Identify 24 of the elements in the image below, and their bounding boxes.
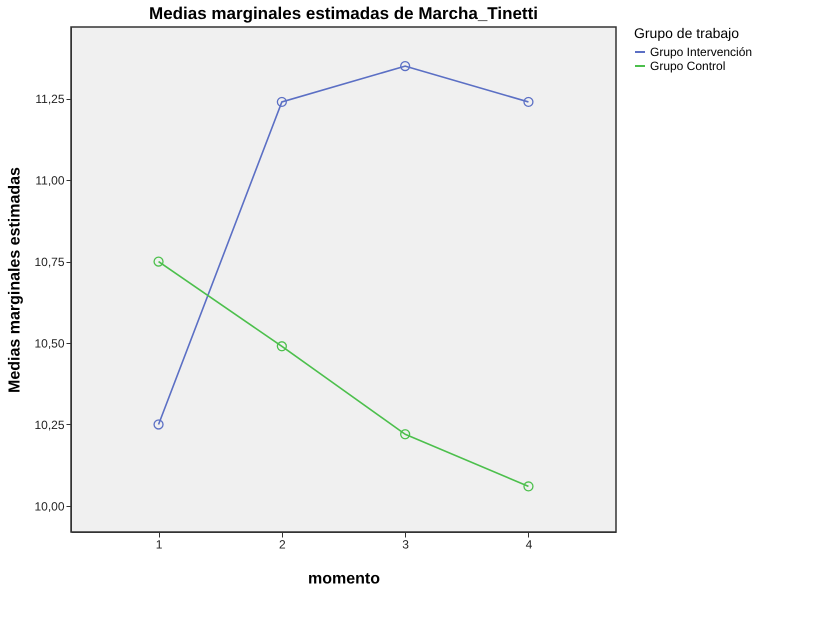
point: [153, 256, 164, 267]
x-tick-label: 1: [156, 538, 163, 552]
x-tick-label: 3: [402, 538, 410, 552]
x-tick-label: 4: [526, 538, 533, 552]
point: [523, 96, 534, 108]
y-tick-label: 10,25: [34, 418, 65, 432]
y-tick-label: 11,25: [35, 92, 65, 106]
y-tick-label: 10,50: [34, 336, 65, 351]
point: [523, 481, 534, 492]
chart-title: Medias marginales estimadas de Marcha_Tinetti: [149, 4, 538, 23]
x-tick-label: 2: [279, 538, 286, 552]
x-axis-title: momento: [308, 570, 380, 588]
y-tick-label: 10,75: [34, 255, 65, 270]
legend-title: Grupo de trabajo: [634, 25, 740, 41]
point: [153, 419, 164, 430]
y-tick-label: 10,00: [34, 499, 65, 514]
point: [400, 429, 410, 440]
legend-label: Grupo Control: [650, 59, 726, 73]
y-tick-label: 11,00: [35, 174, 65, 188]
point: [276, 341, 287, 352]
legend-label: Grupo Intervención: [650, 45, 752, 59]
y-axis-title: Medias marginales estimadas: [6, 166, 24, 393]
point: [400, 60, 410, 72]
point: [276, 96, 287, 108]
